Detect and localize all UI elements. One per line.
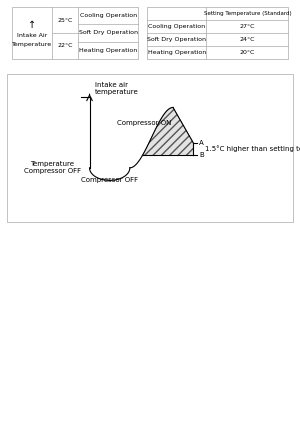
Text: Intake Air: Intake Air	[17, 33, 47, 38]
Text: 22°C: 22°C	[57, 43, 73, 48]
Text: Compressor OFF: Compressor OFF	[81, 177, 138, 183]
Text: B: B	[199, 152, 204, 158]
Text: 25°C: 25°C	[57, 17, 73, 23]
Text: Temperature: Temperature	[12, 42, 52, 47]
Text: 24°C: 24°C	[240, 37, 255, 42]
Text: Heating Operation: Heating Operation	[79, 48, 137, 53]
Text: Soft Dry Operation: Soft Dry Operation	[79, 31, 138, 35]
Text: Soft Dry Operation: Soft Dry Operation	[147, 37, 206, 42]
Text: Heating Operation: Heating Operation	[148, 50, 206, 55]
Text: 27°C: 27°C	[240, 24, 255, 29]
Text: 1.5°C higher than setting temperature: 1.5°C higher than setting temperature	[205, 146, 300, 152]
Text: ↑: ↑	[28, 20, 36, 30]
Text: A: A	[199, 140, 204, 146]
Text: Cooling Operation: Cooling Operation	[148, 24, 205, 29]
Text: Cooling Operation: Cooling Operation	[80, 13, 137, 18]
Text: Compressor ON: Compressor ON	[117, 119, 171, 125]
Polygon shape	[142, 108, 193, 156]
Text: Temperature
Compressor OFF: Temperature Compressor OFF	[23, 162, 81, 174]
Text: Setting Temperature (Standard): Setting Temperature (Standard)	[203, 11, 291, 16]
Bar	[147, 7, 288, 59]
Bar	[12, 7, 139, 59]
Text: Intake air
temperature: Intake air temperature	[95, 82, 139, 95]
Text: 20°C: 20°C	[240, 50, 255, 55]
